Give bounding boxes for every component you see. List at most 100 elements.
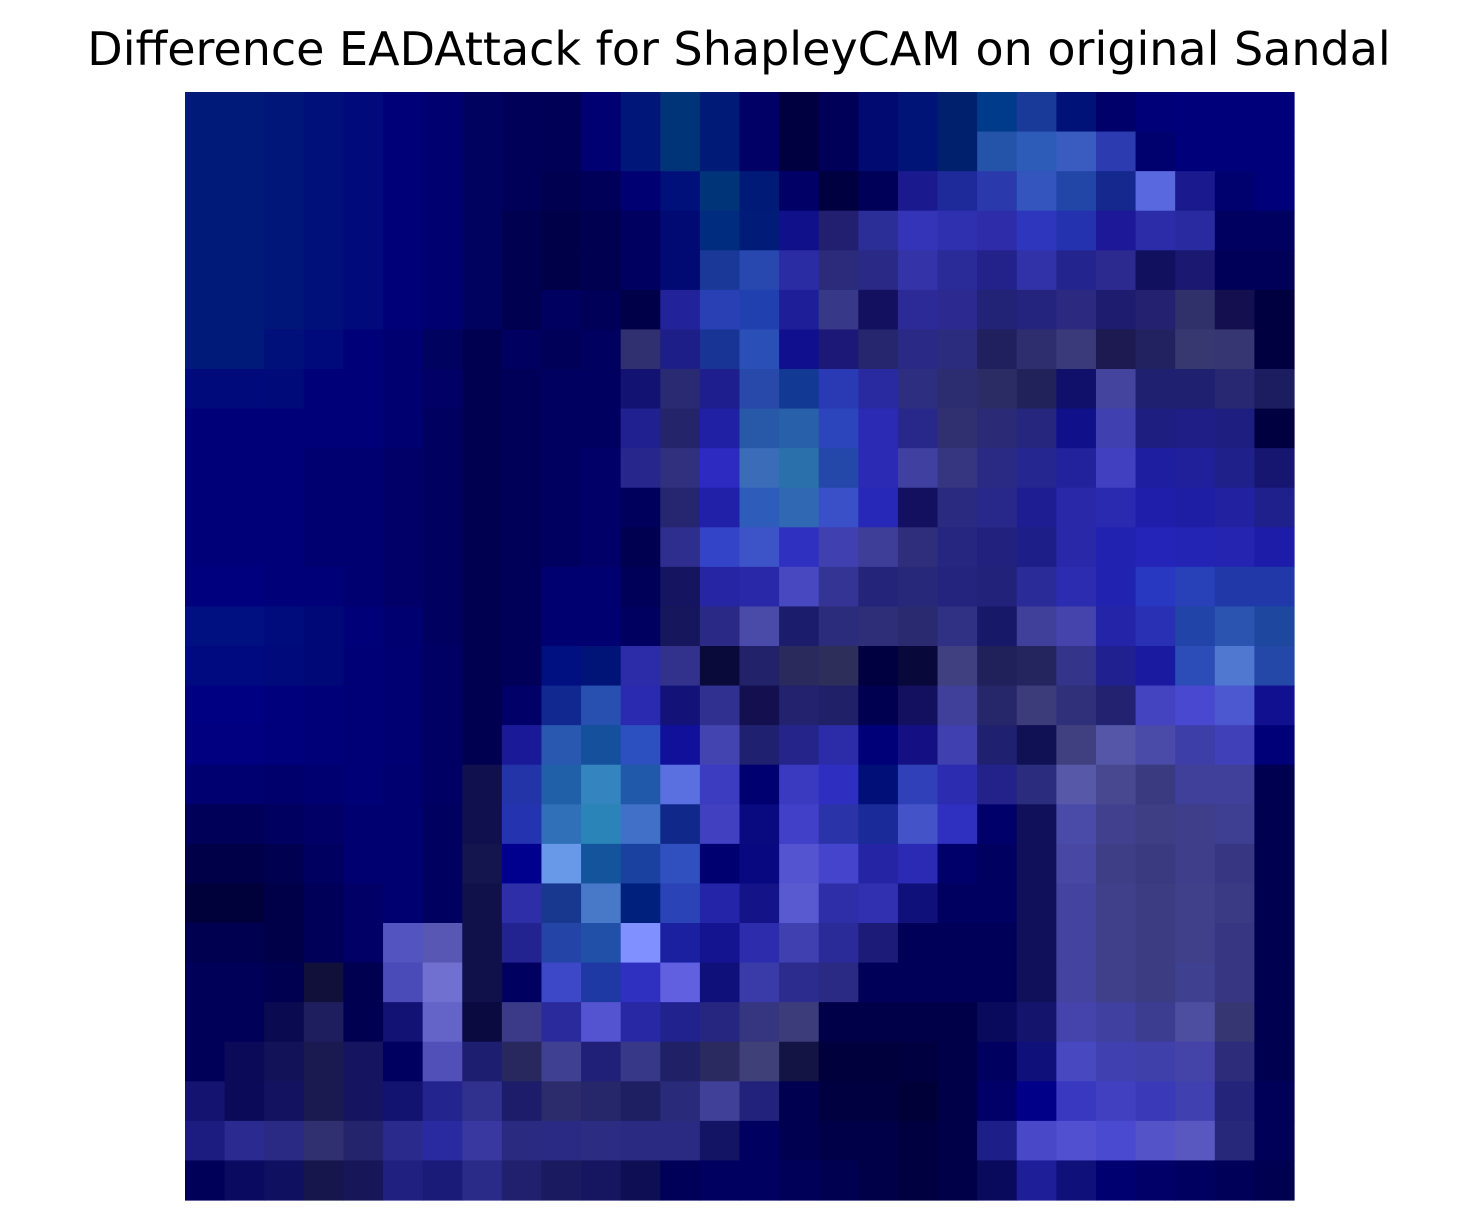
- heatmap-cell: [343, 131, 384, 172]
- heatmap-cell: [343, 1120, 384, 1162]
- heatmap-cell: [897, 843, 939, 885]
- heatmap-cell: [858, 1081, 899, 1122]
- heatmap-cell: [620, 725, 661, 766]
- heatmap-cell: [501, 250, 543, 291]
- heatmap-cell: [1135, 408, 1176, 449]
- heatmap-cell: [1175, 408, 1216, 449]
- heatmap-cell: [581, 646, 622, 687]
- heatmap-cell: [739, 725, 780, 766]
- heatmap-cell: [1135, 250, 1176, 291]
- heatmap-cell: [462, 210, 503, 251]
- heatmap-cell: [501, 1002, 543, 1043]
- heatmap-cell: [660, 408, 701, 449]
- heatmap-cell: [1175, 171, 1216, 212]
- heatmap-cell: [1175, 1160, 1216, 1201]
- heatmap-cell: [224, 448, 265, 489]
- heatmap-cell: [462, 527, 503, 568]
- heatmap-cell: [818, 685, 859, 726]
- heatmap-cell: [977, 92, 1018, 133]
- heatmap-cell: [858, 210, 899, 251]
- heatmap-cell: [1175, 369, 1216, 410]
- heatmap-cell: [1056, 289, 1097, 331]
- heatmap-cell: [620, 883, 661, 924]
- heatmap-cell: [818, 487, 859, 528]
- heatmap-cell: [541, 764, 582, 805]
- heatmap-cell: [620, 962, 661, 1003]
- heatmap-cell: [897, 289, 939, 331]
- heatmap-cell: [1175, 1120, 1216, 1162]
- heatmap-cell: [1214, 566, 1255, 608]
- heatmap-cell: [422, 92, 463, 133]
- heatmap-cell: [343, 606, 384, 647]
- heatmap-cell: [224, 764, 265, 805]
- heatmap-cell: [501, 527, 543, 568]
- heatmap-cell: [1254, 725, 1295, 766]
- heatmap-cell: [1056, 962, 1097, 1003]
- heatmap-cell: [739, 923, 780, 964]
- heatmap-cell: [1135, 171, 1176, 212]
- heatmap-cell: [501, 289, 543, 331]
- heatmap-cell: [620, 1081, 661, 1122]
- heatmap-cell: [303, 131, 345, 172]
- heatmap-cell: [660, 646, 701, 687]
- heatmap-cell: [1214, 1160, 1255, 1201]
- heatmap-cell: [779, 1160, 820, 1201]
- heatmap-cell: [383, 487, 424, 528]
- heatmap-cell: [1095, 804, 1137, 845]
- heatmap-cell: [818, 883, 859, 924]
- heatmap-cell: [264, 487, 305, 528]
- heatmap-cell: [303, 527, 345, 568]
- heatmap-cell: [818, 606, 859, 647]
- heatmap-cell: [501, 210, 543, 251]
- heatmap-cell: [1175, 131, 1216, 172]
- heatmap-cell: [1095, 725, 1137, 766]
- heatmap-cell: [264, 606, 305, 647]
- heatmap-cell: [541, 1120, 582, 1162]
- heatmap-cell: [818, 369, 859, 410]
- heatmap-cell: [937, 408, 978, 449]
- heatmap-cell: [858, 764, 899, 805]
- heatmap-cell: [699, 685, 741, 726]
- heatmap-cell: [937, 527, 978, 568]
- heatmap-cell: [224, 843, 265, 885]
- heatmap-cell: [977, 131, 1018, 172]
- heatmap-cell: [937, 1160, 978, 1201]
- heatmap-cell: [501, 92, 543, 133]
- heatmap-cell: [620, 329, 661, 370]
- heatmap-cell: [660, 131, 701, 172]
- heatmap-cell: [1056, 171, 1097, 212]
- heatmap-cell: [937, 566, 978, 608]
- heatmap-cell: [977, 171, 1018, 212]
- heatmap-cell: [1254, 566, 1295, 608]
- heatmap-cell: [581, 250, 622, 291]
- heatmap-cell: [422, 448, 463, 489]
- heatmap-cell: [897, 646, 939, 687]
- heatmap-cell: [1175, 487, 1216, 528]
- heatmap-cell: [1056, 1041, 1097, 1082]
- heatmap-cell: [660, 329, 701, 370]
- heatmap-cell: [224, 487, 265, 528]
- heatmap-cell: [660, 804, 701, 845]
- heatmap-cell: [383, 329, 424, 370]
- heatmap-cell: [858, 606, 899, 647]
- heatmap-cell: [1214, 606, 1255, 647]
- heatmap-cell: [264, 408, 305, 449]
- heatmap-cell: [699, 1120, 741, 1162]
- heatmap-cell: [224, 329, 265, 370]
- heatmap-cell: [501, 448, 543, 489]
- heatmap-cell: [1254, 883, 1295, 924]
- heatmap-cell: [1254, 448, 1295, 489]
- heatmap-cell: [1135, 566, 1176, 608]
- heatmap-cell: [1254, 606, 1295, 647]
- heatmap-cell: [343, 646, 384, 687]
- heatmap-cell: [977, 289, 1018, 331]
- heatmap-cell: [1254, 487, 1295, 528]
- heatmap-cell: [541, 527, 582, 568]
- heatmap-cell: [699, 883, 741, 924]
- heatmap-cell: [699, 923, 741, 964]
- heatmap-cell: [303, 250, 345, 291]
- heatmap-cell: [185, 566, 226, 608]
- heatmap-cell: [422, 962, 463, 1003]
- heatmap-cell: [779, 171, 820, 212]
- heatmap-cell: [1095, 408, 1137, 449]
